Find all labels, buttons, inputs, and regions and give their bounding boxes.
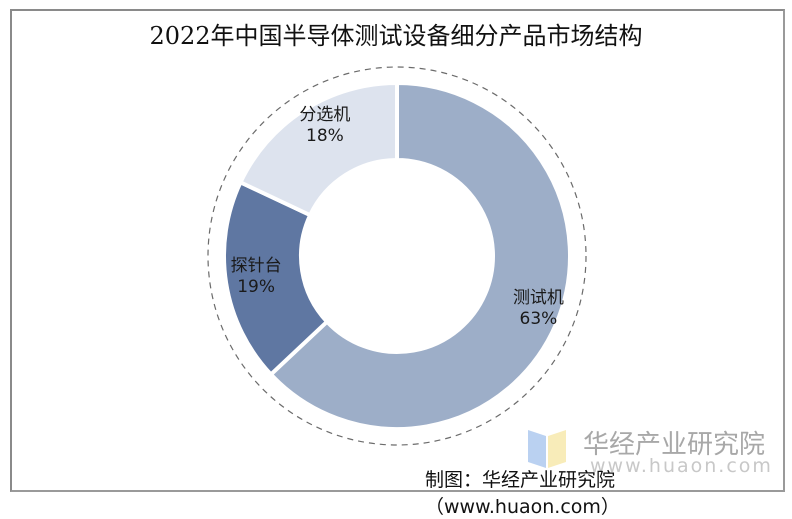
segment-label-handler: 分选机 18%	[285, 105, 365, 147]
segment-percent: 18%	[306, 126, 344, 147]
segment-name: 分选机	[299, 105, 351, 126]
dashed-outline-ring	[207, 66, 587, 446]
segment-label-prober: 探针台 19%	[216, 256, 296, 298]
donut-segment	[268, 80, 572, 431]
segment-name: 探针台	[230, 256, 282, 277]
chart-title: 2022年中国半导体测试设备细分产品市场结构	[149, 22, 643, 50]
segment-label-tester: 测试机 63%	[498, 288, 578, 330]
segment-percent: 19%	[237, 277, 276, 298]
watermark-logo-icon	[528, 430, 566, 468]
donut-segments	[222, 80, 572, 431]
segment-name: 测试机	[512, 288, 564, 309]
segment-percent: 63%	[519, 309, 558, 330]
donut-chart	[207, 66, 587, 446]
watermark-url: www.huaon.com	[590, 455, 773, 477]
source-credit: 制图：华经产业研究院（www.huaon.com）	[425, 469, 620, 518]
donut-segment	[237, 80, 399, 218]
watermark-text: 华经产业研究院	[583, 430, 766, 460]
